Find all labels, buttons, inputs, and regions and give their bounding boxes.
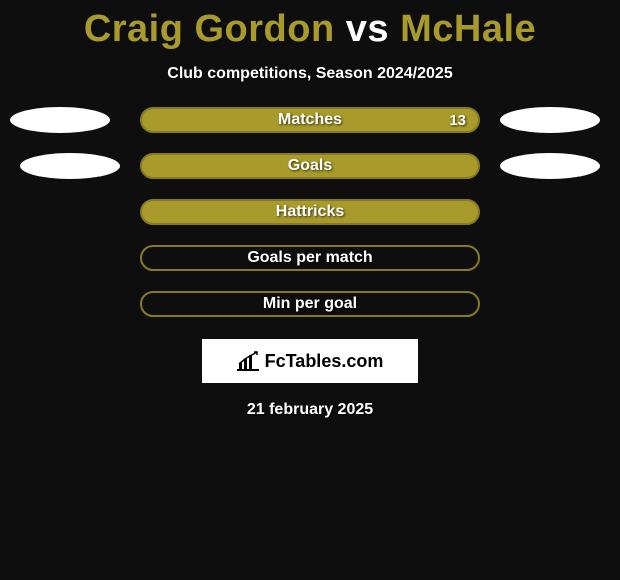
stat-row: Goals [0, 153, 620, 179]
logo-text: FcTables.com [265, 351, 384, 372]
stat-label: Goals [288, 157, 332, 175]
left-marker [20, 153, 120, 179]
stat-bar: Goals per match [140, 245, 480, 271]
stat-row: Hattricks [0, 199, 620, 225]
stat-bar: Hattricks [140, 199, 480, 225]
stat-row: Goals per match [0, 245, 620, 271]
left-marker [10, 107, 110, 133]
stat-label: Goals per match [247, 249, 372, 267]
stat-label: Min per goal [263, 295, 357, 313]
page-title: Craig Gordon vs McHale [84, 8, 536, 51]
stat-row: Min per goal [0, 291, 620, 317]
stat-label: Hattricks [276, 203, 344, 221]
right-marker [500, 107, 600, 133]
date-label: 21 february 2025 [247, 401, 373, 419]
stats-rows: Matches 13 Goals Hattricks Goals per match Mi… [0, 107, 620, 317]
subtitle: Club competitions, Season 2024/2025 [167, 65, 452, 83]
stat-bar: Matches 13 [140, 107, 480, 133]
stat-bar: Min per goal [140, 291, 480, 317]
stat-value: 13 [449, 112, 466, 129]
player1-name: Craig Gordon [84, 8, 335, 50]
player2-name: McHale [400, 8, 536, 50]
stat-bar: Goals [140, 153, 480, 179]
chart-icon [237, 351, 259, 371]
stat-row: Matches 13 [0, 107, 620, 133]
right-marker [500, 153, 600, 179]
logo-box: FcTables.com [202, 339, 418, 383]
stat-label: Matches [278, 111, 342, 129]
vs-label: vs [346, 8, 389, 50]
